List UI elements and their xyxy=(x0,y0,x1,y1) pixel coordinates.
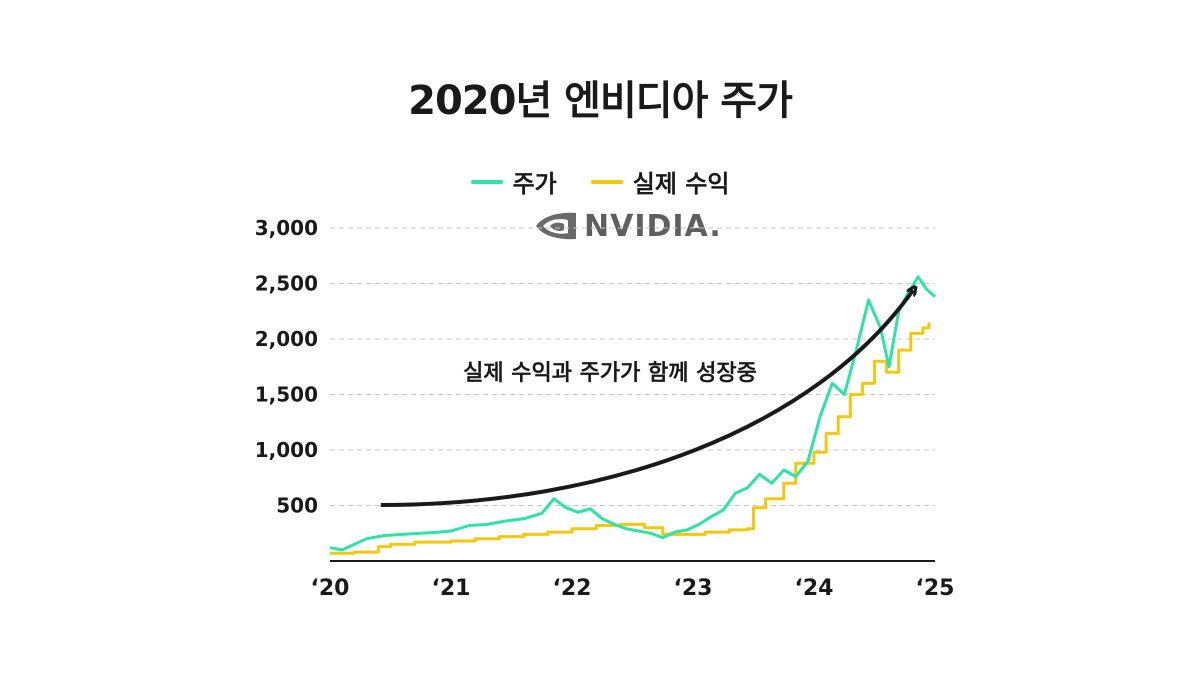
y-axis-ticks: 500 1,000 1,500 2,000 2,500 3,000 xyxy=(255,216,318,518)
legend-item-earnings: 실제 수익 xyxy=(590,164,730,199)
y-tick-label: 2,500 xyxy=(255,272,318,296)
logo-text: NVIDIA. xyxy=(584,208,722,244)
series-line-earnings xyxy=(330,322,931,555)
x-tick-label: ‘23 xyxy=(674,576,713,601)
legend-swatch-price xyxy=(470,179,503,184)
x-tick-label: ‘21 xyxy=(432,576,471,601)
y-tick-label: 3,000 xyxy=(255,216,318,240)
series xyxy=(329,275,937,555)
x-tick-label: ‘25 xyxy=(916,576,955,601)
y-tick-label: 2,000 xyxy=(255,327,318,351)
legend-label-earnings: 실제 수익 xyxy=(632,170,730,198)
legend-swatch-earnings xyxy=(590,179,623,184)
annotation-label: 실제 수익과 주가가 함께 성장중 xyxy=(463,361,757,386)
x-tick-label: ‘20 xyxy=(311,576,350,601)
y-tick-label: 500 xyxy=(276,494,318,518)
y-tick-label: 1,000 xyxy=(255,438,318,462)
x-tick-label: ‘24 xyxy=(795,576,834,601)
x-axis-ticks: ‘20 ‘21 ‘22 ‘23 ‘24 ‘25 xyxy=(311,576,955,601)
nvidia-logo: NVIDIA. xyxy=(534,207,722,245)
series-line-price xyxy=(329,275,937,552)
chart-title: 2020년 엔비디아 주가 xyxy=(408,78,793,124)
trend-arrow xyxy=(380,290,913,507)
x-tick-label: ‘22 xyxy=(553,576,592,601)
legend-label-price: 주가 xyxy=(512,170,557,198)
annotations: 실제 수익과 주가가 함께 성장중 xyxy=(380,290,913,507)
y-tick-label: 1,500 xyxy=(255,383,318,407)
legend-item-price: 주가 xyxy=(470,164,557,199)
legend: 주가 실제 수익 xyxy=(0,164,1200,199)
nvidia-eye-icon xyxy=(536,212,576,240)
